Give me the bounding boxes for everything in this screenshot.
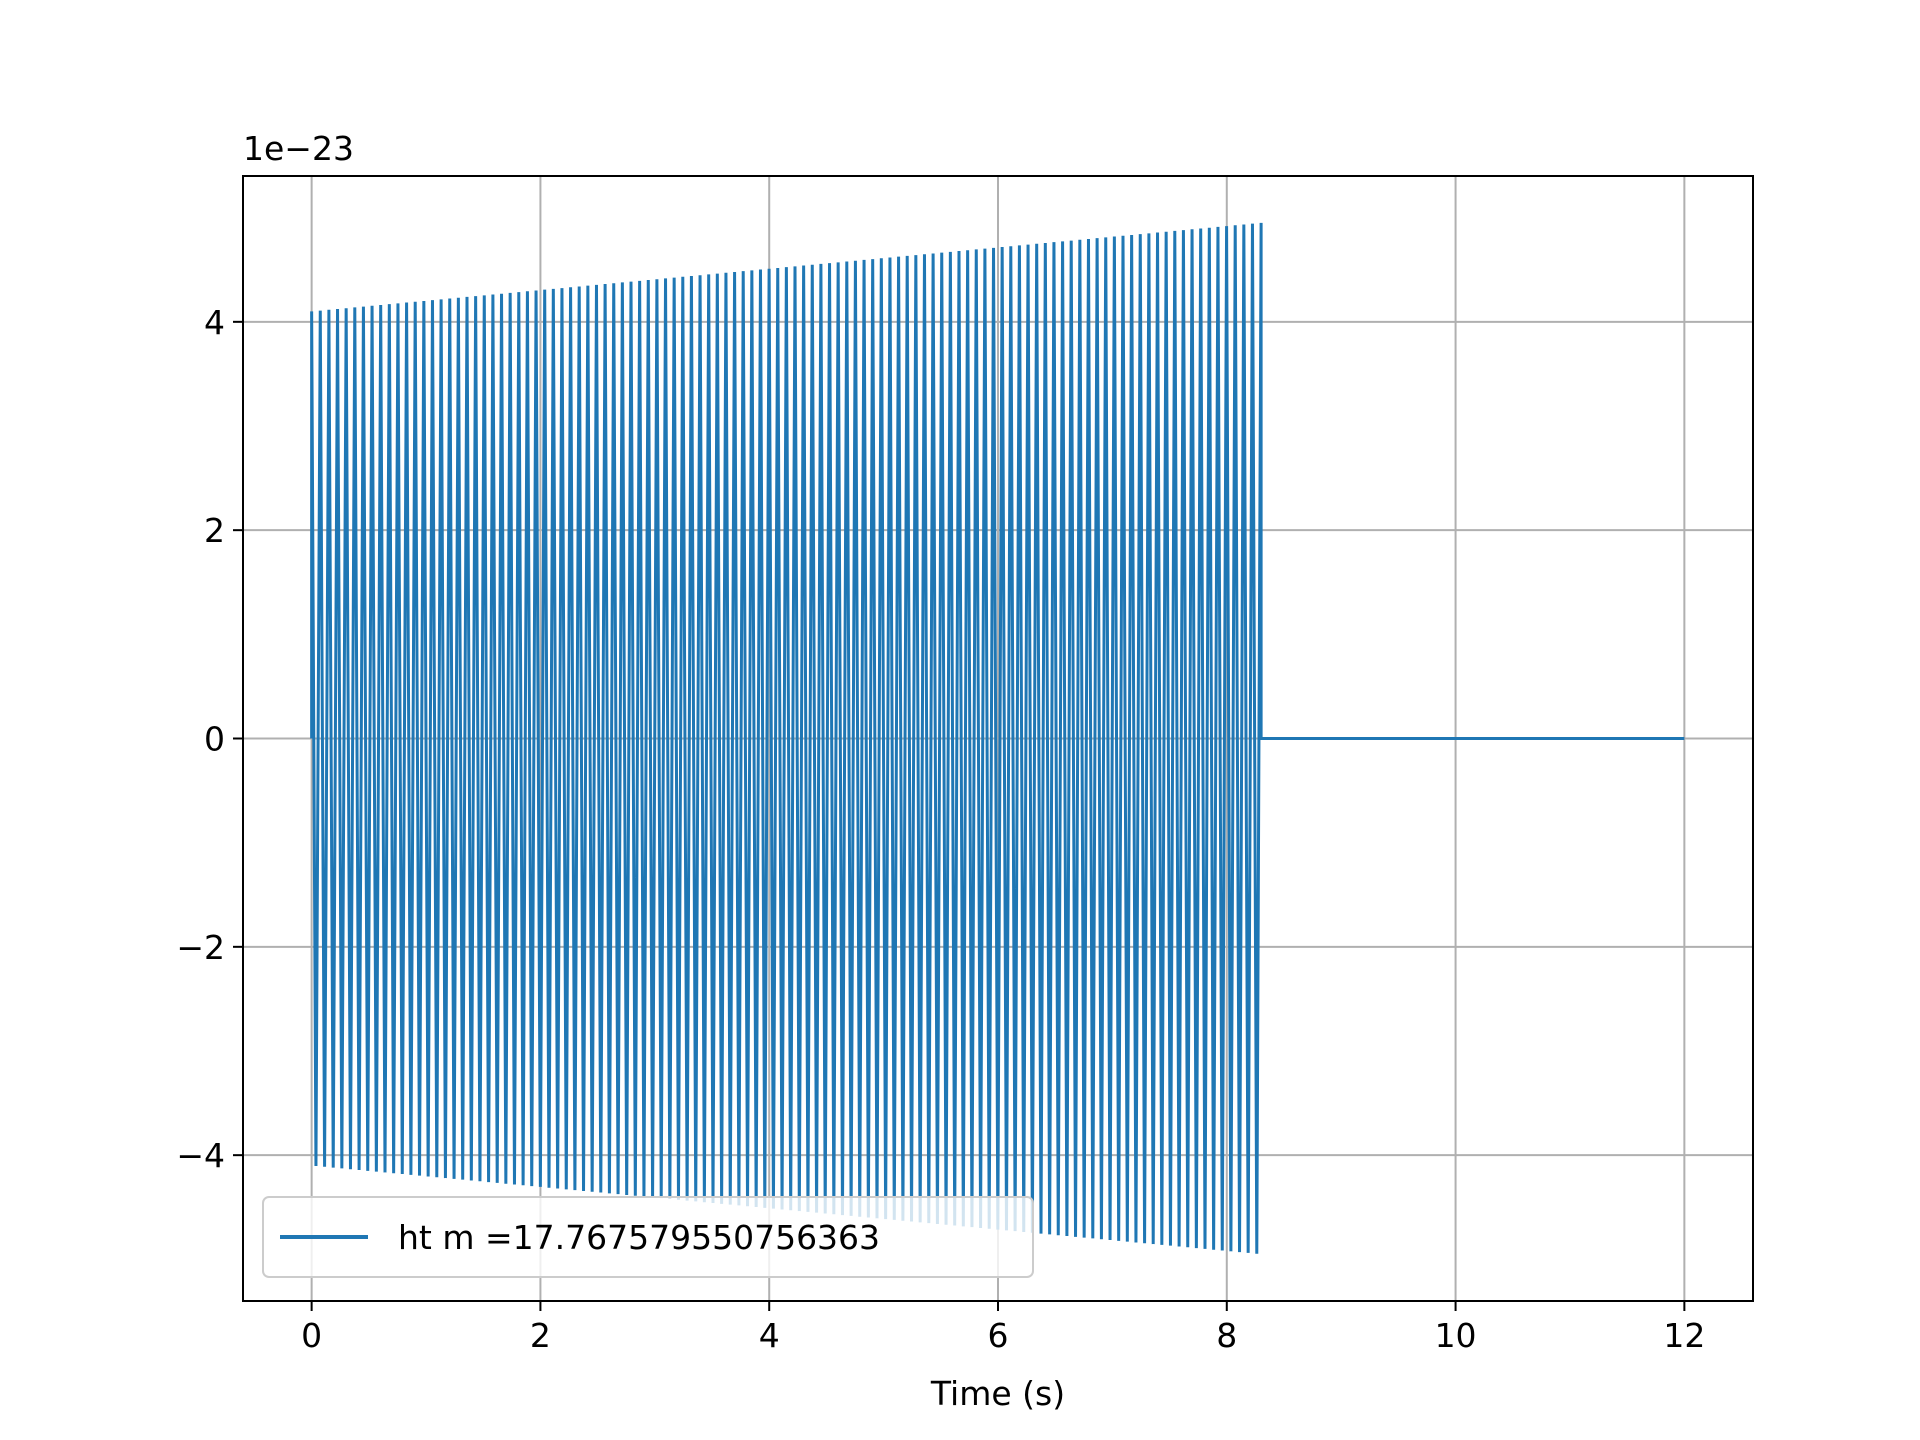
plot-area [310,222,1685,1254]
legend-label: ht m =17.767579550756363 [398,1218,880,1257]
y-tick-label: −2 [176,928,225,967]
x-tick-label: 0 [301,1316,322,1355]
series-line [310,222,1685,1254]
legend: ht m =17.767579550756363 [262,1196,1034,1278]
x-tick-label: 4 [759,1316,780,1355]
y-axis: −4 −2 0 2 4 [176,303,243,1175]
x-tick-label: 10 [1435,1316,1477,1355]
x-axis: 0 2 4 6 8 10 12 [301,1301,1705,1355]
x-tick-label: 8 [1216,1316,1237,1355]
y-tick-label: 4 [204,303,225,342]
x-tick-label: 2 [530,1316,551,1355]
x-axis-label: Time (s) [930,1374,1065,1413]
y-tick-label: 2 [204,511,225,550]
x-tick-label: 12 [1663,1316,1705,1355]
y-offset-label: 1e−23 [243,129,354,168]
x-tick-label: 6 [988,1316,1009,1355]
legend-box [262,1196,1034,1278]
y-tick-label: 0 [204,720,225,759]
y-tick-label: −4 [176,1136,225,1175]
